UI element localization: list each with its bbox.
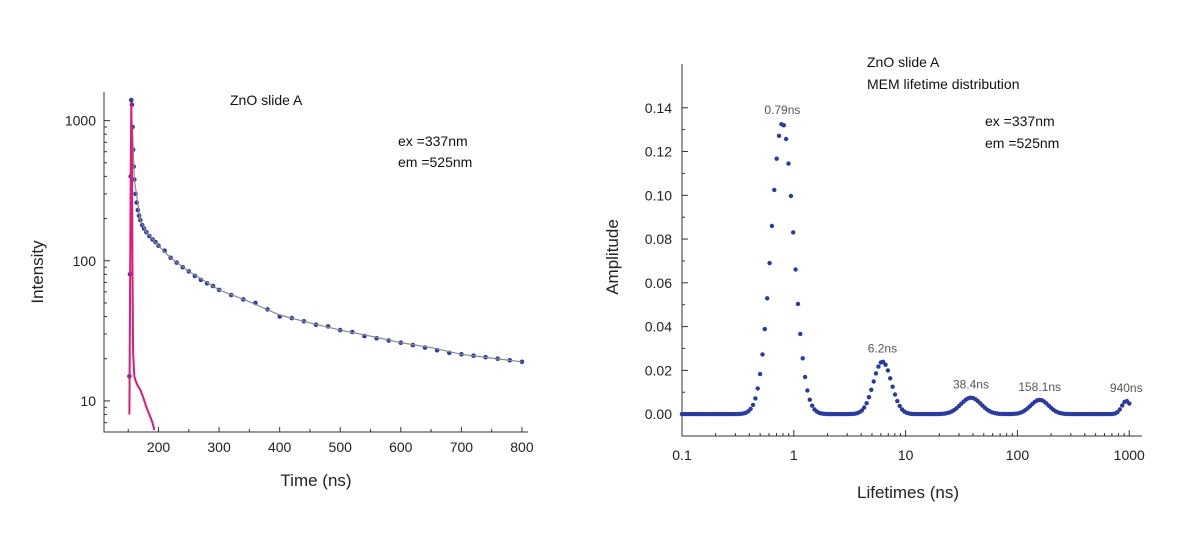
distribution-data-point — [862, 405, 867, 410]
distribution-data-point — [800, 356, 805, 361]
distribution-x-tick-label: 0.1 — [672, 447, 692, 463]
distribution-data-point — [774, 156, 779, 161]
decay-ticks: 200 300 400 500 600 700 800 10 100 1000 — [65, 113, 534, 455]
distribution-annotation-em: em =525nm — [985, 135, 1059, 151]
decay-y-tick-label: 100 — [73, 253, 97, 269]
decay-irf-line — [128, 102, 156, 431]
distribution-data-point — [786, 161, 791, 166]
distribution-peak-label: 0.79ns — [764, 103, 800, 117]
distribution-data-point — [885, 368, 891, 373]
distribution-x-tick-label: 100 — [1006, 447, 1030, 463]
distribution-axes — [681, 64, 1142, 437]
distribution-data-point — [772, 187, 777, 193]
distribution-data-point — [795, 301, 801, 307]
distribution-title: ZnO slide A — [867, 54, 940, 70]
distribution-data-point — [810, 403, 815, 408]
decay-marks — [127, 97, 525, 431]
decay-x-tick-label: 300 — [207, 439, 231, 455]
distribution-data-point — [892, 392, 898, 397]
distribution-x-tick-label: 10 — [898, 447, 914, 463]
distribution-data-point — [873, 371, 879, 376]
distribution-y-axis-title: Amplitude — [603, 219, 622, 295]
distribution-data-point — [866, 395, 872, 400]
decay-x-tick-label: 700 — [450, 439, 474, 455]
distribution-y-tick-label: 0.06 — [645, 275, 672, 291]
decay-x-axis-title: Time (ns) — [280, 471, 351, 490]
distribution-data-point — [805, 388, 810, 393]
distribution-data-point — [793, 267, 798, 272]
distribution-ticks: 0.1 1 10 100 1000 0.00 0.02 0.04 0.06 0.08 0.10 0.1… — [645, 100, 1145, 463]
distribution-marks — [679, 122, 1132, 417]
distribution-annotation-ex: ex =337nm — [985, 113, 1055, 129]
distribution-data-point — [888, 376, 893, 381]
distribution-data-point — [869, 387, 874, 392]
decay-x-tick-label: 600 — [389, 439, 413, 455]
decay-title: ZnO slide A — [230, 92, 303, 108]
distribution-data-point — [781, 123, 786, 128]
distribution-x-tick-label: 1 — [790, 447, 798, 463]
distribution-x-axis-title: Lifetimes (ns) — [857, 483, 959, 502]
distribution-y-tick-label: 0.12 — [645, 144, 672, 160]
decay-y-tick-label: 10 — [80, 393, 96, 409]
distribution-data-point — [748, 406, 753, 412]
distribution-data-point — [880, 359, 886, 364]
distribution-y-tick-label: 0.08 — [645, 231, 672, 247]
decay-fit-line — [131, 126, 522, 363]
distribution-y-tick-label: 0.14 — [645, 100, 672, 116]
distribution-data-point — [791, 230, 796, 235]
distribution-data-point — [755, 386, 760, 391]
distribution-y-tick-label: 0.02 — [645, 362, 672, 378]
distribution-data-point — [807, 397, 812, 402]
distribution-data-point — [750, 402, 756, 408]
distribution-data-point — [788, 193, 794, 199]
distribution-data-point — [769, 223, 775, 229]
distribution-data-point — [757, 371, 763, 377]
distribution-peak-label: 38.4ns — [953, 378, 989, 392]
distribution-subtitle: MEM lifetime distribution — [867, 76, 1020, 92]
distribution-data-point — [864, 401, 869, 406]
decay-chart: 200 300 400 500 600 700 800 10 100 1000 ZnO slide… — [28, 92, 534, 490]
distribution-data-point — [1120, 403, 1125, 408]
distribution-data-point — [876, 364, 881, 369]
decay-y-axis-title: Intensity — [28, 240, 47, 304]
distribution-data-point — [895, 398, 900, 404]
distribution-y-tick-label: 0.04 — [645, 319, 672, 335]
lifetime-distribution-chart: 0.1 1 10 100 1000 0.00 0.02 0.04 0.06 0.08 0.10 0.1… — [603, 54, 1145, 502]
distribution-data-point — [871, 379, 876, 384]
decay-annotation-em: em =525nm — [398, 154, 472, 170]
decay-x-tick-label: 400 — [268, 439, 292, 455]
distribution-data-point — [890, 384, 895, 389]
decay-x-tick-label: 500 — [329, 439, 353, 455]
distribution-data-point — [897, 403, 902, 409]
distribution-peak-label: 940ns — [1110, 381, 1143, 395]
distribution-data-point — [765, 296, 770, 301]
distribution-peak-label: 6.2ns — [868, 342, 897, 356]
distribution-data-point — [798, 331, 803, 337]
distribution-data-point — [762, 326, 767, 332]
distribution-data-point — [760, 352, 765, 357]
distribution-data-point — [776, 133, 782, 138]
decay-y-tick-label: 1000 — [65, 113, 96, 129]
distribution-data-point — [1127, 401, 1132, 406]
distribution-data-point — [753, 396, 758, 401]
decay-annotation-ex: ex =337nm — [398, 133, 468, 149]
distribution-data-point — [883, 362, 888, 367]
distribution-data-point — [783, 136, 789, 142]
distribution-y-tick-label: 0.00 — [645, 406, 672, 422]
decay-x-tick-label: 200 — [147, 439, 171, 455]
decay-data-point — [162, 248, 167, 253]
distribution-peak-label: 158.1ns — [1018, 380, 1061, 394]
distribution-y-tick-label: 0.10 — [645, 187, 672, 203]
distribution-peak-labels: 0.79ns 6.2ns 38.4ns 158.1ns 940ns — [764, 103, 1142, 395]
distribution-data-point — [767, 260, 772, 266]
distribution-x-tick-label: 1000 — [1114, 447, 1145, 463]
distribution-data-point — [1117, 407, 1123, 412]
distribution-data-point — [802, 374, 808, 380]
decay-x-tick-label: 800 — [510, 439, 534, 455]
decay-data-point — [129, 97, 134, 103]
